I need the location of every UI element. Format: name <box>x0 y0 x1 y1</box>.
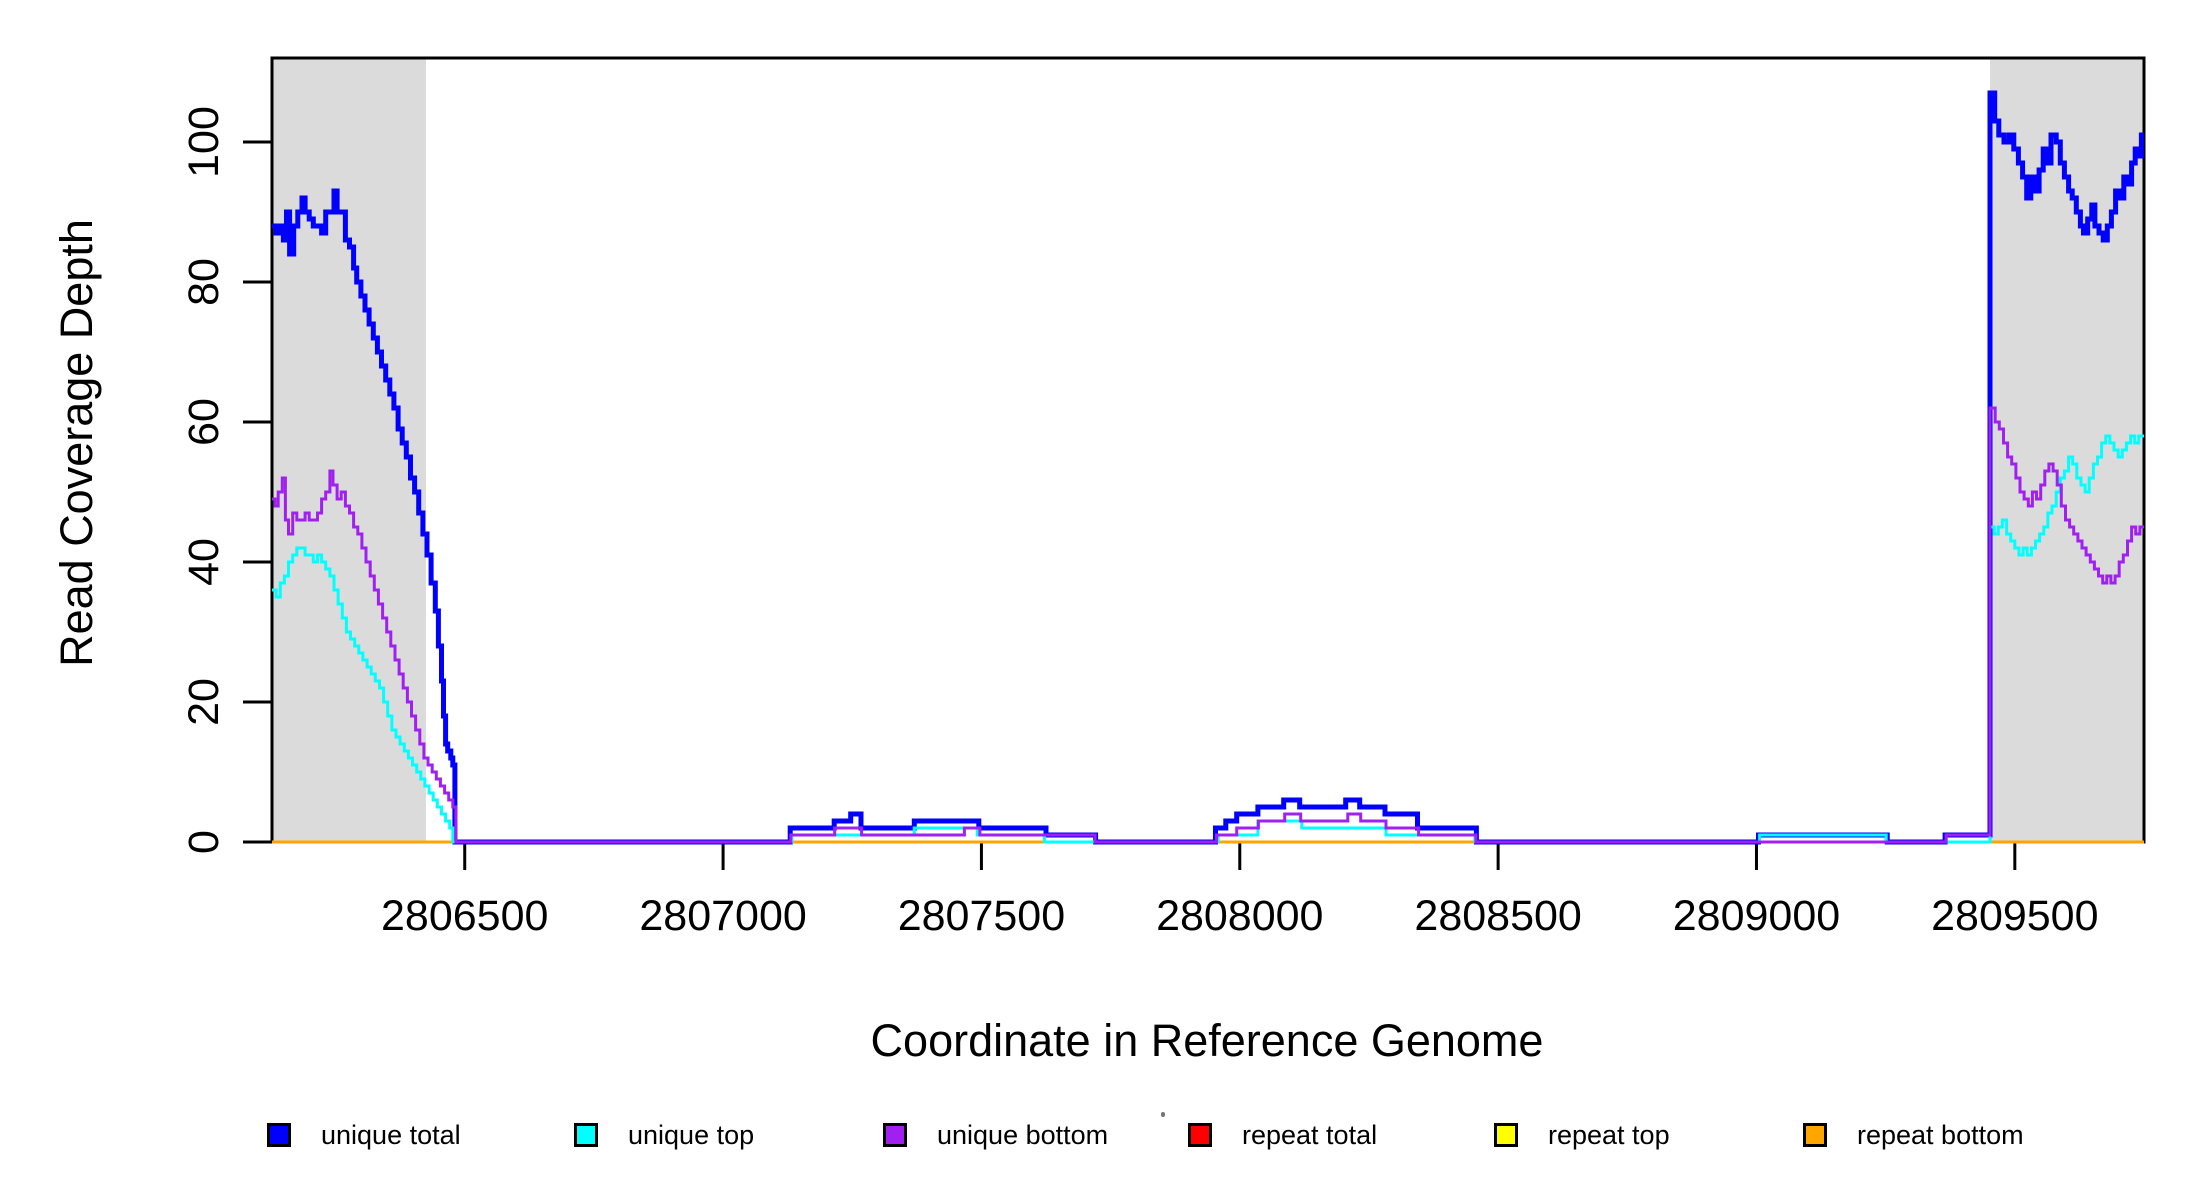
legend-item: repeat top <box>1494 1117 1670 1153</box>
y-tick-label: 100 <box>180 106 228 178</box>
y-tick-label: 20 <box>180 678 228 726</box>
x-tick-label: 2809500 <box>1931 892 2098 940</box>
x-tick-label: 2808500 <box>1414 892 1581 940</box>
series-lines <box>272 90 2144 845</box>
legend-item: unique total <box>267 1117 461 1153</box>
series-line-unique-bottom <box>272 406 2144 844</box>
shaded-region <box>272 58 426 842</box>
y-tick-labels: 0 20 40 60 80 100 <box>180 106 228 854</box>
legend-label: unique bottom <box>937 1119 1109 1150</box>
y-tick-label: 60 <box>180 398 228 446</box>
legend-label: unique total <box>321 1119 461 1150</box>
tick-marks <box>243 140 2017 870</box>
legend-swatch-unique-bottom <box>883 1123 907 1147</box>
legend-swatch-repeat-bottom <box>1803 1123 1827 1147</box>
x-tick-label: 2809000 <box>1673 892 1840 940</box>
legend-label: unique top <box>628 1119 755 1150</box>
x-tick-label: 2807000 <box>639 892 806 940</box>
legend-item: unique bottom <box>883 1117 1108 1153</box>
series-line-unique-total <box>272 90 2144 845</box>
legend-swatch-unique-top <box>574 1123 598 1147</box>
legend-swatch-repeat-top <box>1494 1123 1518 1147</box>
legend-item: repeat total <box>1188 1117 1377 1153</box>
x-tick-label: 2807500 <box>898 892 1065 940</box>
x-tick-labels: 2806500 2807000 2807500 2808000 2808500 … <box>381 892 2099 940</box>
stray-mark <box>1161 1112 1165 1117</box>
legend-label: repeat bottom <box>1857 1119 2024 1150</box>
x-tick-label: 2808000 <box>1156 892 1323 940</box>
shaded-regions <box>272 58 2144 842</box>
plot-box-outline <box>270 56 2146 844</box>
x-axis-title: Coordinate in Reference Genome <box>870 1015 1544 1066</box>
x-tick-label: 2806500 <box>381 892 548 940</box>
legend-label: repeat top <box>1548 1119 1670 1150</box>
plot-box <box>270 56 2146 844</box>
series-line-unique-top <box>272 434 2144 844</box>
y-tick-label: 40 <box>180 538 228 586</box>
y-axis-title: Read Coverage Depth <box>51 219 102 667</box>
legend-swatch-unique-total <box>267 1123 291 1147</box>
y-tick-label: 0 <box>180 830 228 854</box>
legend-swatch-repeat-total <box>1188 1123 1212 1147</box>
legend-item: unique top <box>574 1117 754 1153</box>
legend-label: repeat total <box>1242 1119 1378 1150</box>
y-tick-label: 80 <box>180 258 228 306</box>
legend-item: repeat bottom <box>1803 1117 2024 1153</box>
